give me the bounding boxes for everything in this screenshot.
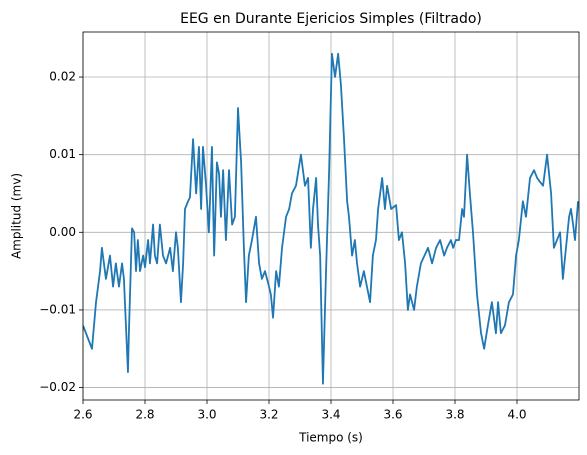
- x-tick-label: 3.6: [383, 408, 402, 422]
- x-tick-label: 2.8: [135, 408, 154, 422]
- x-tick-label: 3.2: [259, 408, 278, 422]
- x-tick-label: 4.0: [507, 408, 526, 422]
- chart-title: EEG en Durante Ejericios Simples (Filtra…: [180, 11, 482, 27]
- y-tick-label: 0.01: [49, 147, 76, 161]
- plot-frame: [82, 31, 580, 401]
- x-axis-label: Tiempo (s): [298, 431, 363, 445]
- y-tick-label: −0.02: [39, 380, 76, 394]
- x-tick-label: 2.6: [73, 408, 92, 422]
- line-series: [83, 52, 579, 385]
- x-tick-label: 3.8: [445, 408, 464, 422]
- y-tick-label: 0.00: [49, 225, 76, 239]
- x-tick-label: 3.4: [321, 408, 340, 422]
- y-axis-label: Amplitud (mv): [10, 173, 24, 259]
- y-tick-label: −0.01: [39, 302, 76, 316]
- x-tick-label: 3.0: [197, 408, 216, 422]
- y-tick-label: 0.02: [49, 70, 76, 84]
